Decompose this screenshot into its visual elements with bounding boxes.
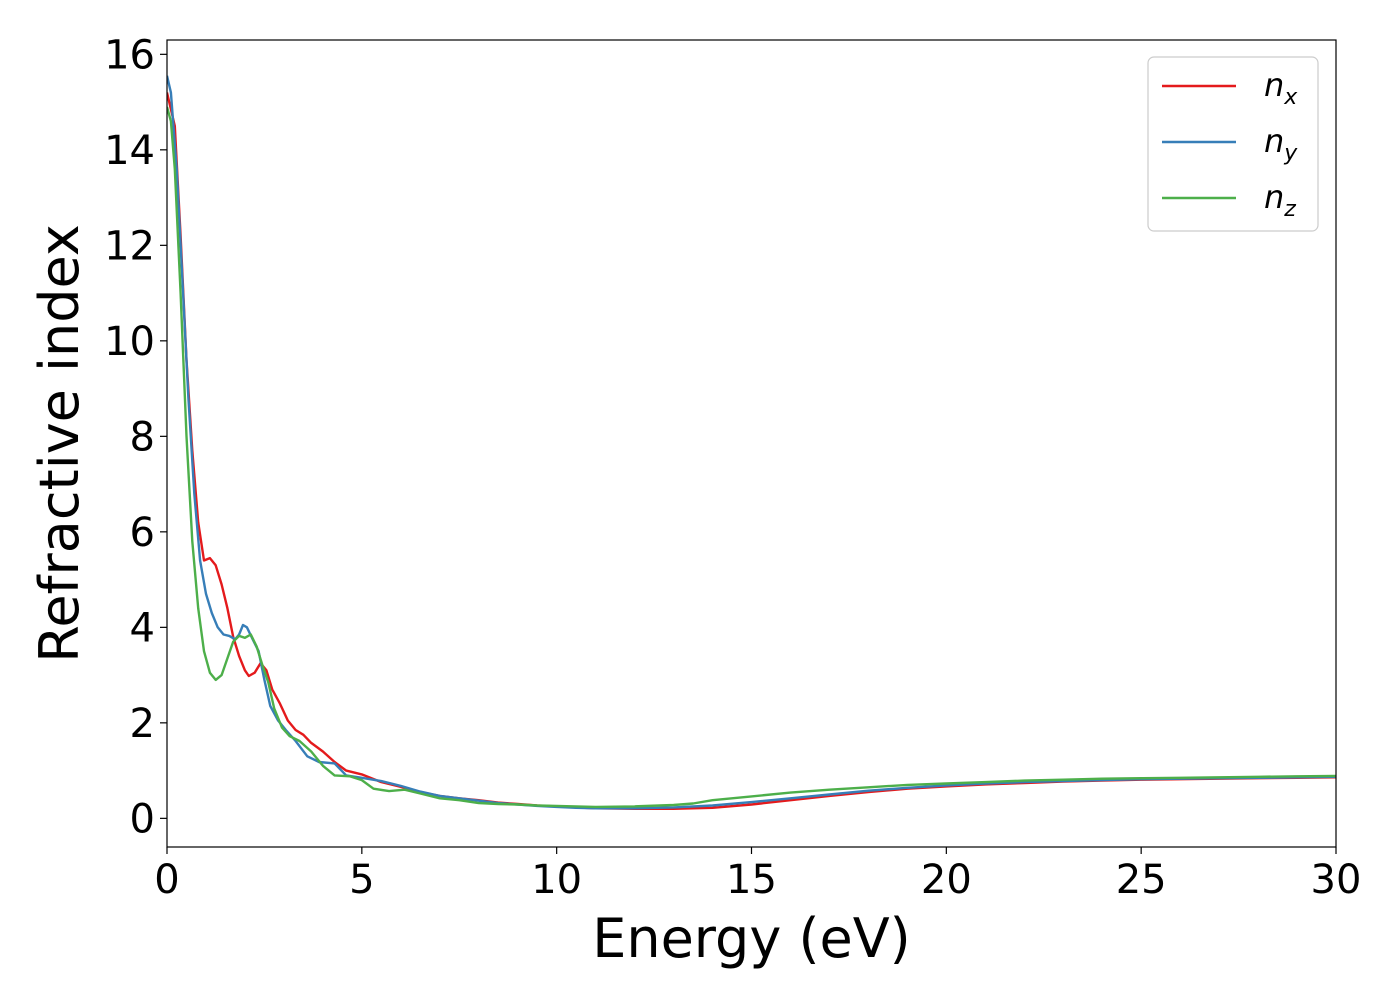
x-axis-ticks: 0 5 10 15 20 25 30 [154,847,1361,903]
y-tick-label: 12 [104,223,155,269]
y-tick-label: 10 [104,319,155,365]
plot-frame [166,39,1337,848]
y-tick-label: 4 [130,605,155,651]
x-tick-label: 30 [1311,857,1362,903]
y-tick-label: 2 [130,701,155,747]
x-tick-label: 5 [349,857,374,903]
y-axis-ticks: 0 2 4 6 8 10 12 14 16 [104,32,167,842]
y-axis-label: Refractive index [28,224,91,663]
x-tick-label: 20 [921,857,972,903]
y-tick-label: 14 [104,128,155,174]
x-tick-label: 0 [154,857,179,903]
y-tick-label: 0 [130,796,155,842]
plot-area [167,75,1336,810]
legend-box [1147,56,1319,232]
x-axis-label: Energy (eV) [592,907,911,970]
legend-label-nx: nx [1264,66,1298,110]
series-line-nz [167,106,1336,809]
y-tick-label: 16 [104,32,155,78]
legend-label-nz: nz [1264,178,1296,222]
x-tick-label: 15 [726,857,777,903]
y-tick-label: 6 [130,510,155,556]
x-tick-label: 10 [531,857,582,903]
legend: nx ny nz [1147,56,1319,232]
legend-label-ny: ny [1264,122,1298,166]
x-tick-label: 25 [1116,857,1167,903]
y-tick-label: 8 [130,414,155,460]
series-line-ny [167,75,1336,810]
